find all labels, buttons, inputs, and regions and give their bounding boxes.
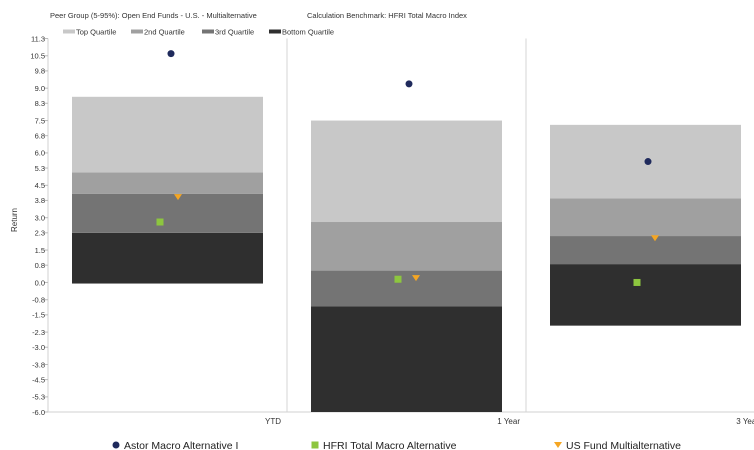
data-point xyxy=(412,275,420,282)
data-point xyxy=(405,80,413,88)
x-tick-label: 1 Year xyxy=(497,417,520,426)
y-tick-label: -1.5 xyxy=(32,311,45,320)
y-tick-label: 3.8 xyxy=(35,196,45,205)
y-tick-label: 3.0 xyxy=(35,213,45,222)
y-tick-label: 9.0 xyxy=(35,84,45,93)
y-tick-label: 6.0 xyxy=(35,149,45,158)
series-legend-marker xyxy=(311,441,319,449)
series-legend-label: HFRI Total Macro Alternative xyxy=(323,440,457,450)
peer-group-text: Peer Group (5-95%): Open End Funds - U.S… xyxy=(50,11,257,20)
y-tick-label: 1.5 xyxy=(35,246,45,255)
data-point xyxy=(394,275,402,283)
quartile-legend-label: Bottom Quartile xyxy=(282,28,334,37)
y-tick-label: -6.0 xyxy=(32,408,45,417)
bottom-quartile-bar xyxy=(72,232,263,284)
series-legend: Astor Macro Alternative I HFRI Total Macr… xyxy=(112,440,681,450)
quartile-legend-label: Top Quartile xyxy=(76,28,116,37)
y-tick-label: -3.8 xyxy=(32,360,45,369)
series-markers xyxy=(156,50,659,286)
second-quartile-bar xyxy=(72,172,263,194)
y-tick-label: 0.8 xyxy=(35,261,45,270)
y-tick-label: 7.5 xyxy=(35,116,45,125)
data-point xyxy=(156,218,164,226)
y-tick-label: -4.5 xyxy=(32,375,45,384)
y-tick-label: -3.0 xyxy=(32,343,45,352)
y-tick-label: 2.3 xyxy=(35,229,45,238)
data-point xyxy=(644,158,652,166)
y-tick-label: 5.3 xyxy=(35,164,45,173)
quartile-legend-label: 2nd Quartile xyxy=(144,28,185,37)
y-tick-label: 10.5 xyxy=(30,52,45,61)
benchmark-text: Calculation Benchmark: HFRI Total Macro … xyxy=(307,11,467,20)
y-tick-label: -5.3 xyxy=(32,393,45,402)
x-axis-labels: YTD 1 Year 3 Year xyxy=(265,417,754,426)
y-tick-label: 0.0 xyxy=(35,278,45,287)
series-legend-label: Astor Macro Alternative I xyxy=(124,440,238,450)
quartile-legend: Top Quartile 2nd Quartile 3rd Quartile Bott… xyxy=(63,28,334,37)
data-point xyxy=(167,50,175,58)
bottom-quartile-bar xyxy=(550,264,741,326)
y-tick-label: 6.8 xyxy=(35,131,45,140)
y-tick-label: -0.8 xyxy=(32,296,45,305)
quartile-boxes xyxy=(72,96,741,412)
third-quartile-bar xyxy=(550,236,741,265)
bottom-quartile-bar xyxy=(311,306,502,412)
third-quartile-bar xyxy=(311,270,502,307)
data-point xyxy=(651,235,659,242)
top-quartile-bar xyxy=(72,96,263,173)
y-tick-label: 9.8 xyxy=(35,67,45,76)
data-point xyxy=(174,194,182,201)
quartile-legend-label: 3rd Quartile xyxy=(215,28,254,37)
category-dividers xyxy=(286,38,527,412)
second-quartile-bar xyxy=(550,198,741,237)
x-tick-label: 3 Year xyxy=(736,417,754,426)
second-quartile-bar xyxy=(311,222,502,271)
quartile-legend-swatch xyxy=(131,29,143,34)
quartile-legend-swatch xyxy=(63,29,75,34)
y-tick-label: 8.3 xyxy=(35,99,45,108)
y-tick-label: 11.3 xyxy=(31,34,45,43)
top-quartile-bar xyxy=(311,120,502,223)
y-axis-title: Return xyxy=(10,208,19,232)
x-tick-label: YTD xyxy=(265,417,281,426)
series-legend-marker xyxy=(112,441,120,449)
quartile-legend-swatch xyxy=(202,29,214,34)
y-tick-label: 4.5 xyxy=(35,181,45,190)
quartile-legend-swatch xyxy=(269,29,281,34)
series-legend-label: US Fund Multialternative xyxy=(566,440,681,450)
third-quartile-bar xyxy=(72,193,263,233)
y-axis: 11.3 10.5 9.8 9.0 8.3 7.5 6.8 6.0 5.3 4.5 3.8 3.0 2.… xyxy=(30,34,754,417)
data-point xyxy=(633,278,641,286)
series-legend-marker xyxy=(554,442,562,448)
y-tick-label: -2.3 xyxy=(32,328,45,337)
